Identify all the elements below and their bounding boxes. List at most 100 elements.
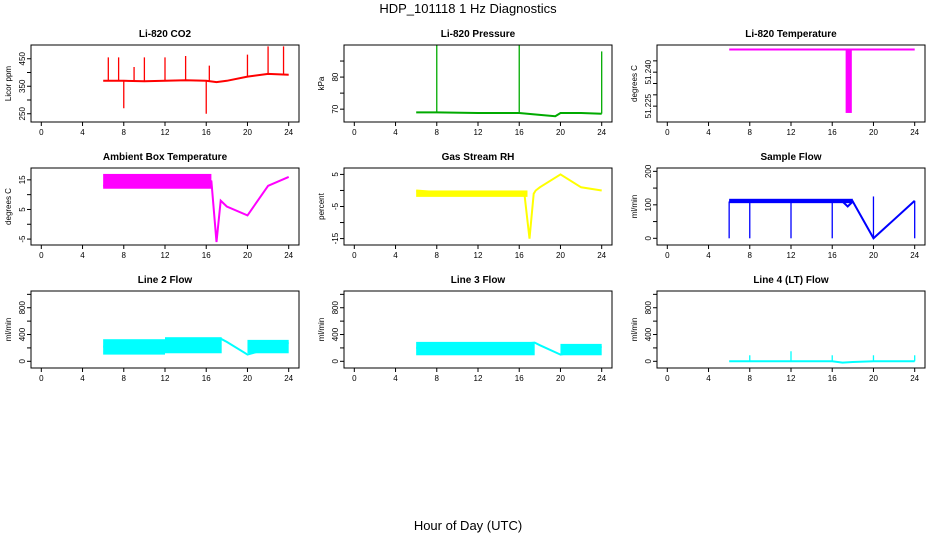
x-tick-label: 0 xyxy=(352,374,357,383)
x-tick-label: 4 xyxy=(80,251,85,260)
y-axis-label: kPa xyxy=(317,76,326,90)
y-axis-label: ml/min xyxy=(630,318,639,342)
x-tick-label: 12 xyxy=(787,251,796,260)
x-tick-label: 12 xyxy=(474,128,483,137)
x-tick-label: 4 xyxy=(80,128,85,137)
x-tick-label: 24 xyxy=(597,251,606,260)
plot-frame xyxy=(656,167,926,246)
panel-title: Ambient Box Temperature xyxy=(103,152,228,163)
x-tick-label: 20 xyxy=(869,251,878,260)
panel-title: Li-820 CO2 xyxy=(139,29,192,40)
y-tick-label: 0 xyxy=(331,359,340,364)
x-tick-label: 0 xyxy=(39,374,44,383)
x-tick-label: 16 xyxy=(515,128,524,137)
panel-line3: Line 3 Flow 0 4 8 12 16 20 24 0 400 800 ml/min xyxy=(317,275,613,383)
plot-frame xyxy=(656,44,926,123)
x-tick-label: 16 xyxy=(828,374,837,383)
panel-line2: Line 2 Flow 0 4 8 12 16 20 24 0 400 800 ml/min xyxy=(4,275,300,383)
x-tick-label: 4 xyxy=(706,374,711,383)
x-tick-label: 4 xyxy=(393,251,398,260)
x-tick-label: 12 xyxy=(161,374,170,383)
y-tick-label: 400 xyxy=(644,327,653,341)
x-tick-label: 20 xyxy=(869,374,878,383)
y-tick-label: 70 xyxy=(331,104,340,113)
plot-frame xyxy=(30,167,300,246)
y-tick-label: 800 xyxy=(18,301,27,315)
x-tick-label: 12 xyxy=(161,251,170,260)
y-tick-label: 250 xyxy=(18,107,27,121)
data-series-line xyxy=(103,72,289,84)
x-tick-label: 16 xyxy=(828,128,837,137)
x-tick-label: 4 xyxy=(393,374,398,383)
x-tick-label: 12 xyxy=(787,128,796,137)
y-tick-label: 15 xyxy=(18,175,27,184)
panel-title: Li-820 Temperature xyxy=(745,29,837,40)
y-tick-label: -15 xyxy=(331,232,340,244)
x-tick-label: 0 xyxy=(352,251,357,260)
x-tick-label: 16 xyxy=(202,251,211,260)
data-series-line xyxy=(416,111,602,118)
x-tick-label: 0 xyxy=(39,251,44,260)
panel-title: Sample Flow xyxy=(760,152,821,163)
x-tick-label: 20 xyxy=(243,251,252,260)
data-series-line xyxy=(729,199,916,240)
x-tick-label: 20 xyxy=(243,374,252,383)
y-axis-label: percent xyxy=(317,192,326,219)
x-tick-label: 0 xyxy=(352,128,357,137)
y-tick-label: 800 xyxy=(331,301,340,315)
plot-frame xyxy=(343,290,613,369)
x-tick-label: 24 xyxy=(597,374,606,383)
y-tick-label: 51.240 xyxy=(644,59,653,84)
x-tick-label: 24 xyxy=(910,251,919,260)
panel-title: Line 4 (LT) Flow xyxy=(753,275,829,286)
x-tick-label: 8 xyxy=(122,374,127,383)
data-band xyxy=(247,339,289,354)
x-tick-label: 8 xyxy=(748,128,753,137)
plot-frame xyxy=(343,167,613,246)
y-axis-label: degrees C xyxy=(4,188,13,225)
x-tick-label: 0 xyxy=(665,128,670,137)
x-tick-label: 16 xyxy=(202,128,211,137)
y-axis-label: degrees C xyxy=(630,65,639,102)
y-axis-label: ml/min xyxy=(4,318,13,342)
x-tick-label: 20 xyxy=(243,128,252,137)
data-band xyxy=(845,49,852,113)
y-tick-label: 450 xyxy=(18,52,27,66)
x-tick-label: 8 xyxy=(435,374,440,383)
figure-title: HDP_101118 1 Hz Diagnostics xyxy=(379,1,557,16)
plot-frame xyxy=(343,44,613,123)
x-tick-label: 8 xyxy=(748,374,753,383)
x-tick-label: 12 xyxy=(474,374,483,383)
y-tick-label: 80 xyxy=(331,72,340,81)
x-tick-label: 24 xyxy=(910,128,919,137)
panel-pressure: Li-820 Pressure 0 4 8 12 16 20 24 70 80 kPa xyxy=(317,29,613,137)
y-tick-label: 5 xyxy=(18,207,27,212)
x-tick-label: 24 xyxy=(597,128,606,137)
plot-frame xyxy=(30,290,300,369)
y-tick-label: 400 xyxy=(331,327,340,341)
plot-frame xyxy=(656,290,926,369)
panel-rh: Gas Stream RH 0 4 8 12 16 20 24 -15 -5 5 percent xyxy=(317,152,613,260)
panel-title: Gas Stream RH xyxy=(442,152,515,163)
x-tick-label: 8 xyxy=(435,251,440,260)
data-series-line xyxy=(729,360,915,364)
y-tick-label: -5 xyxy=(18,235,27,243)
x-tick-label: 0 xyxy=(665,251,670,260)
y-axis-label: ml/min xyxy=(317,318,326,342)
x-tick-label: 0 xyxy=(39,128,44,137)
x-tick-label: 24 xyxy=(284,251,293,260)
x-tick-label: 8 xyxy=(435,128,440,137)
y-axis-label: Licor ppm xyxy=(4,66,13,101)
panel-title: Line 3 Flow xyxy=(451,275,506,286)
x-tick-label: 20 xyxy=(556,128,565,137)
y-tick-label: 0 xyxy=(644,236,653,241)
panel-co2: Li-820 CO2 0 4 8 12 16 20 24 250 350 450 Licor ppm xyxy=(4,29,300,137)
x-tick-label: 12 xyxy=(474,251,483,260)
x-tick-label: 24 xyxy=(284,128,293,137)
x-tick-label: 4 xyxy=(706,251,711,260)
x-tick-label: 12 xyxy=(161,128,170,137)
panel-ambient: Ambient Box Temperature 0 4 8 12 16 20 24 -5 5 15 d… xyxy=(4,152,300,260)
x-tick-label: 20 xyxy=(556,374,565,383)
panel-title: Li-820 Pressure xyxy=(441,29,516,40)
data-series-line xyxy=(103,174,290,243)
